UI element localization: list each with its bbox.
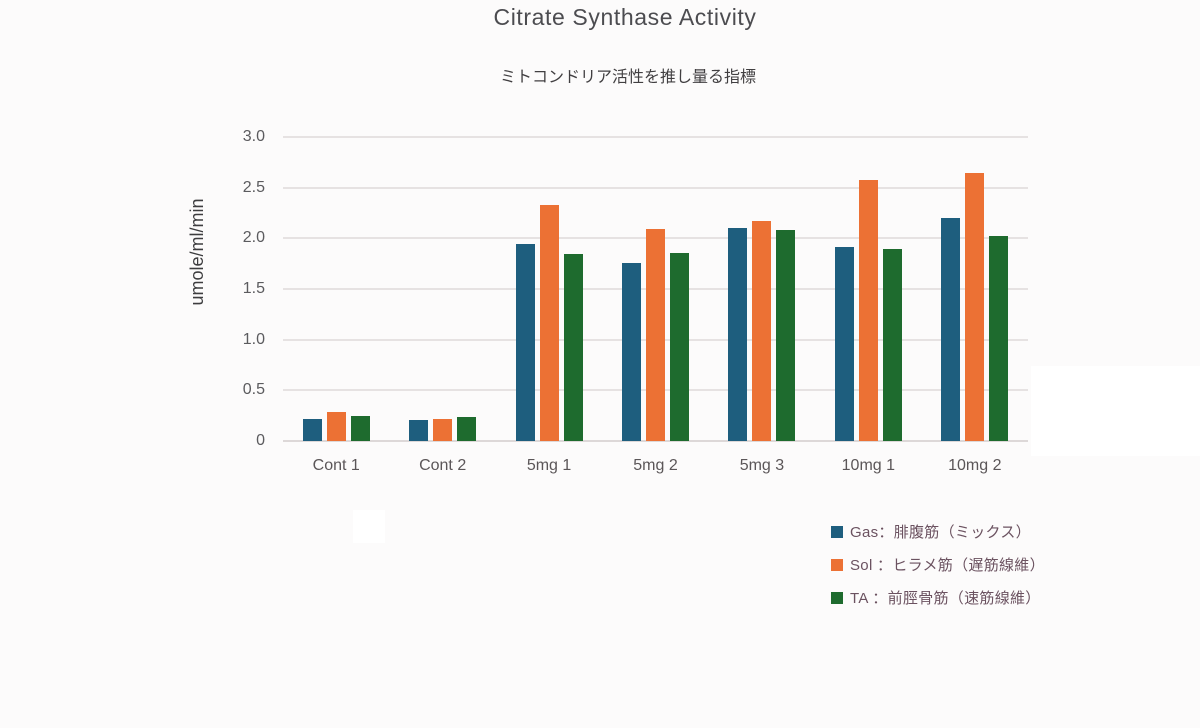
x-axis-baseline [283,440,1028,442]
bar-sol-5mg3 [752,221,772,441]
bar-gas-5mg2 [622,262,641,441]
y-tick-label: 1.0 [242,330,265,348]
chart-subtitle: ミトコンドリア活性を推し量る指標 [499,69,756,86]
legend-label: Sol ：ヒラメ筋（遅筋線維） [850,557,1045,574]
bar-sol-5mg1 [539,204,559,441]
x-tick-label: 5mg 1 [526,457,572,474]
bar-gas-5mg1 [515,244,535,441]
y-tick-label: 0 [256,432,265,449]
legend-swatch-icon [831,558,843,571]
bar-sol-10mg1 [858,179,878,441]
y-tick-label: 1.5 [242,280,265,297]
gridline [283,186,1028,189]
gridline [283,136,1028,138]
bar-gas-10mg2 [941,218,961,441]
bar-ta-5mg2 [670,252,689,441]
legend-swatch-icon [831,591,843,604]
background-highlight-patch [1031,366,1200,456]
x-tick-label: 5mg 2 [633,457,678,474]
bar-gas-cont2 [409,419,429,441]
y-axis-tick-labels: 0 0.5 1.0 1.5 2.0 2.5 3.0 [205,0,265,728]
bar-ta-10mg2 [989,236,1009,441]
y-tick-label: 2.0 [242,229,265,247]
x-tick-label: 10mg 1 [841,457,896,474]
x-tick-label: Cont 1 [312,457,360,474]
bar-sol-5mg2 [646,229,665,441]
legend: Gas：腓腹筋（ミックス） Sol ：ヒラメ筋（遅筋線維） TA ：前脛骨筋（速筋線… [831,515,1045,614]
legend-item-sol: Sol ：ヒラメ筋（遅筋線維） [831,548,1045,581]
y-tick-label: 3.0 [242,128,265,145]
bar-ta-5mg1 [563,253,583,441]
x-axis-labels: Cont 1 Cont 2 5mg 1 5mg 2 5mg 3 10mg 1 10mg 2 [283,457,1028,481]
bar-ta-10mg1 [882,249,902,441]
bar-gas-10mg1 [834,247,854,441]
bar-ta-cont1 [350,415,370,441]
y-tick-label: 2.5 [242,178,265,196]
y-tick-label: 0.5 [242,381,265,399]
legend-item-ta: TA ：前脛骨筋（速筋線維） [831,581,1045,614]
bar-sol-cont2 [433,418,453,441]
legend-item-gas: Gas：腓腹筋（ミックス） [831,515,1045,548]
chart-title: Citrate Synthase Activity [493,4,757,30]
bar-sol-10mg2 [965,173,985,441]
bar-sol-cont1 [326,411,346,441]
bar-gas-cont1 [302,418,322,441]
x-tick-label: 10mg 2 [948,457,1002,474]
background-highlight-patch [353,510,385,543]
plot-area [283,136,1028,442]
legend-swatch-icon [831,525,843,538]
bar-ta-cont2 [457,416,477,441]
legend-label: Gas：腓腹筋（ミックス） [850,524,1031,541]
x-tick-label: Cont 2 [419,457,467,474]
bar-ta-5mg3 [776,230,796,441]
x-tick-label: 5mg 3 [739,457,785,474]
bar-gas-5mg3 [728,228,748,441]
legend-label: TA ：前脛骨筋（速筋線維） [850,590,1041,607]
